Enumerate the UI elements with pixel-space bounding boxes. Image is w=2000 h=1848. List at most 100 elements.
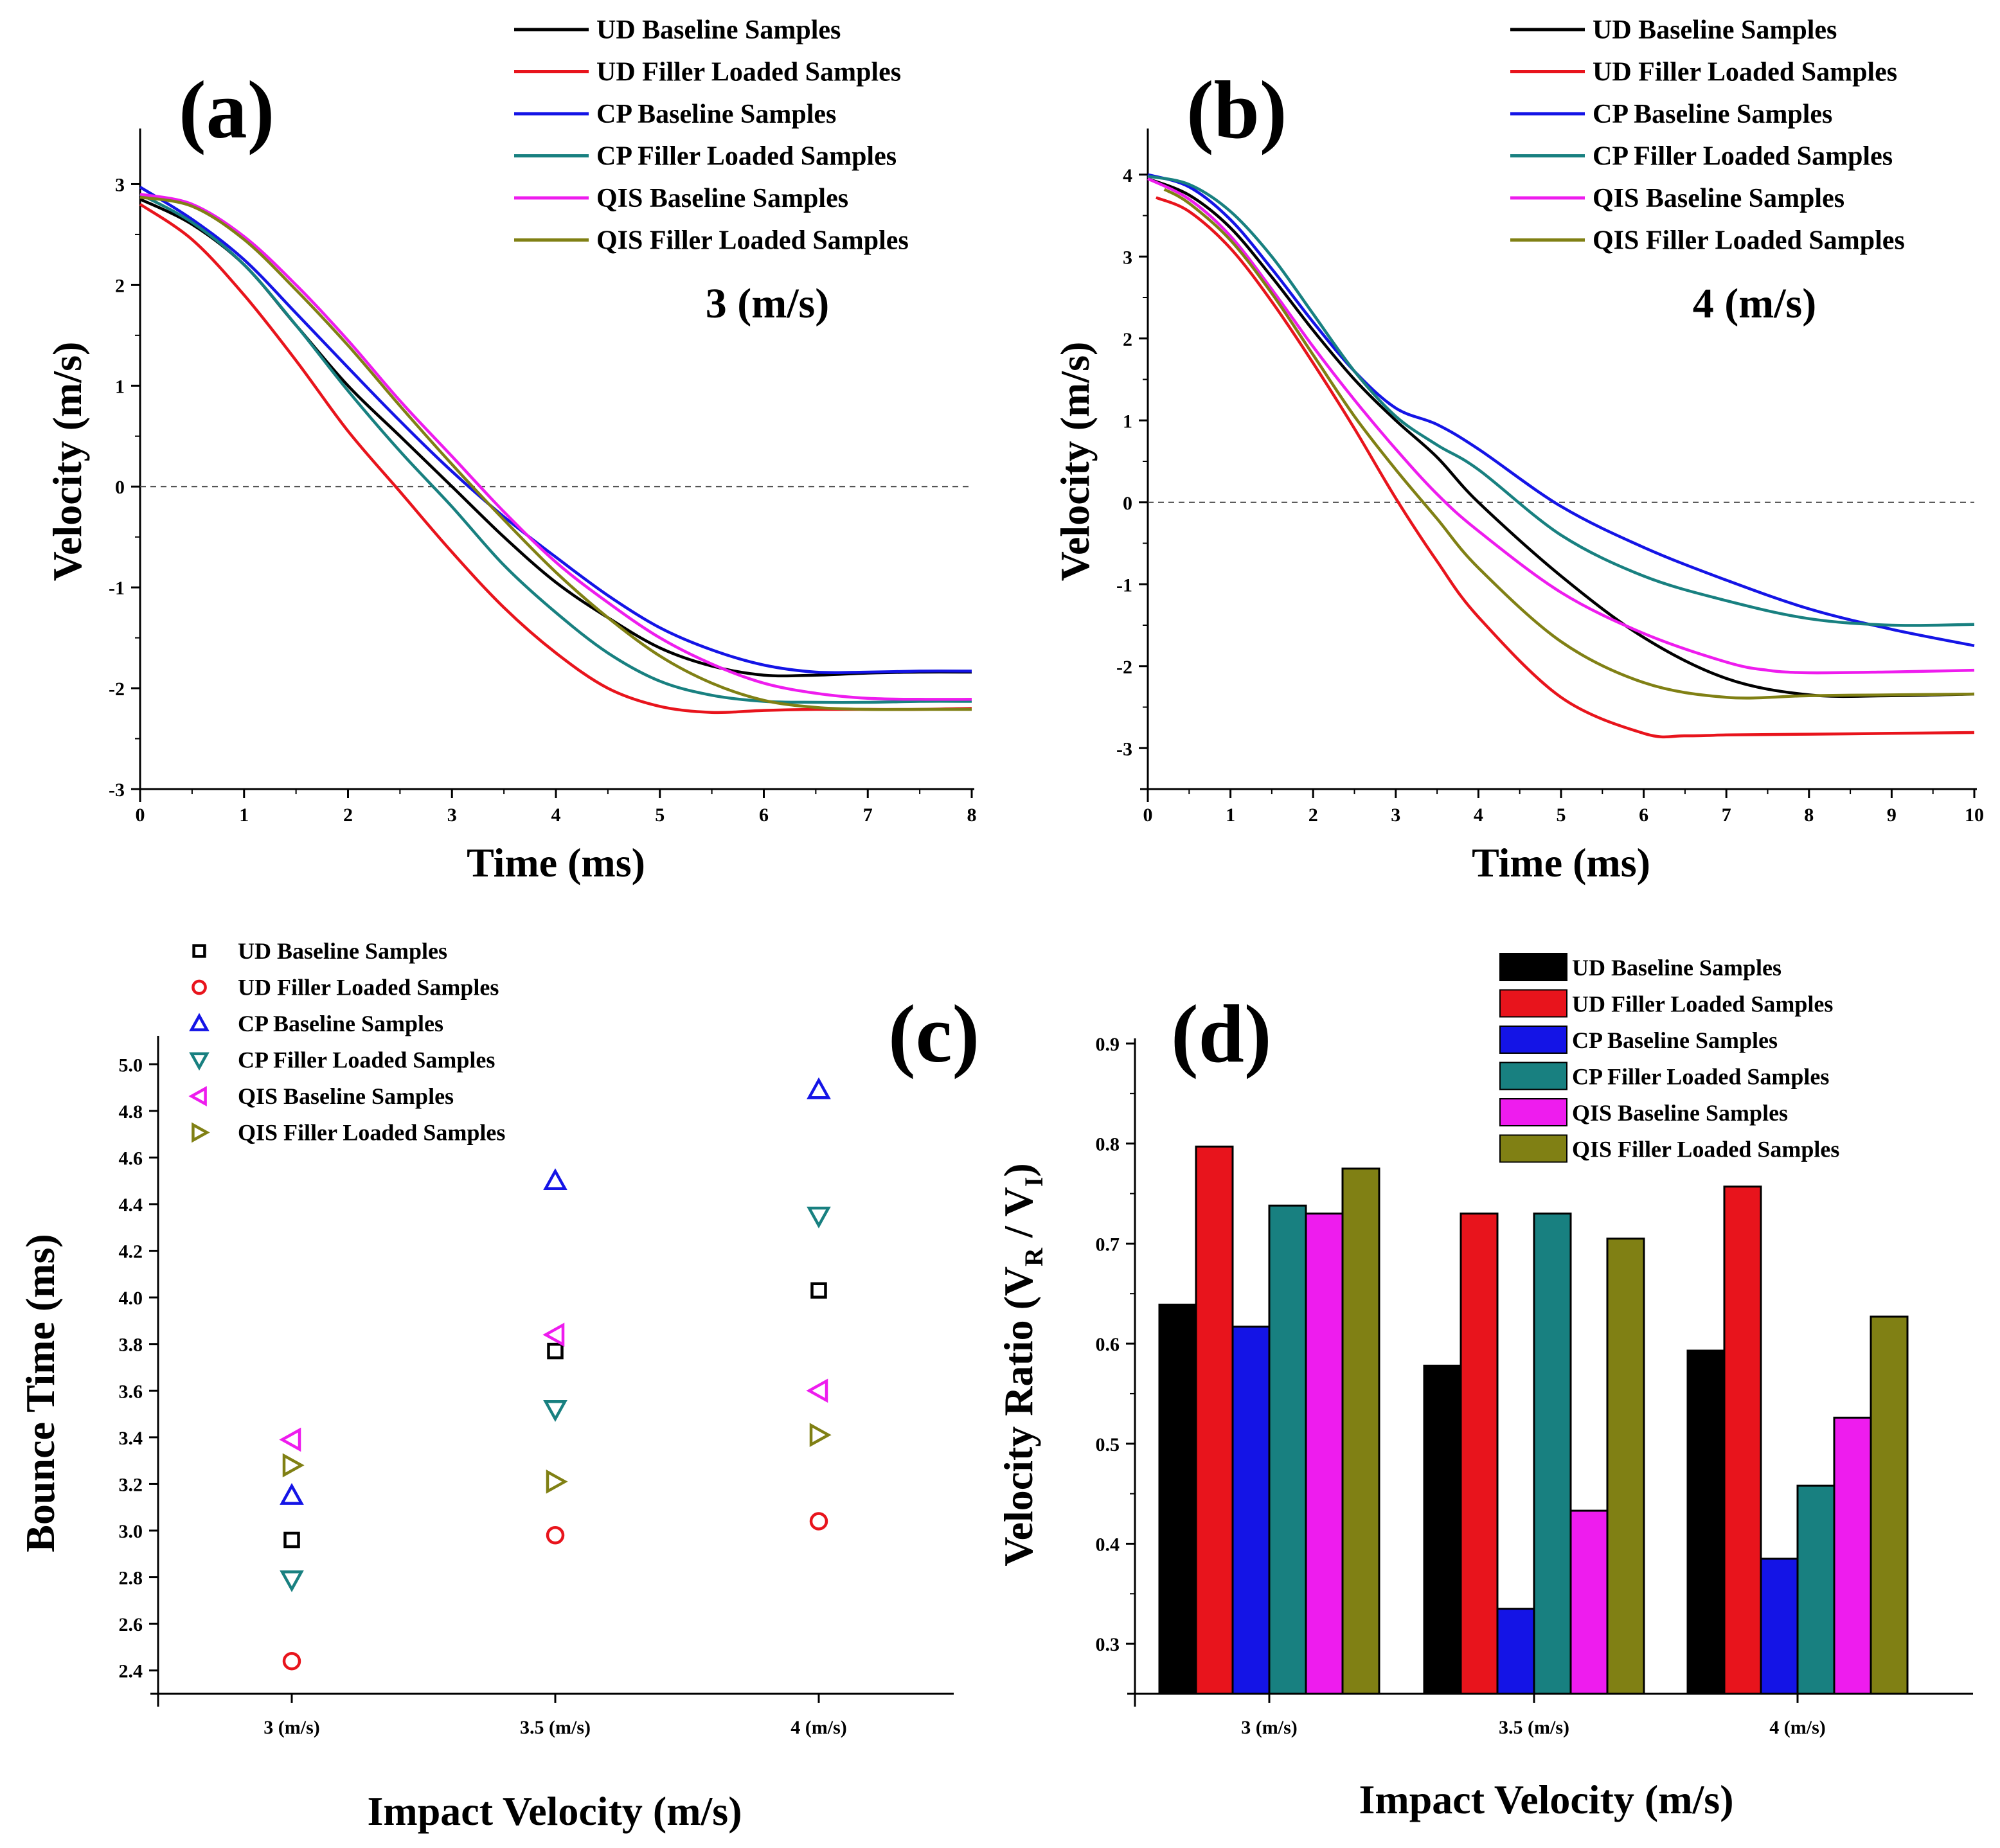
panel-b-xtick-label-7: 7 xyxy=(1722,804,1731,826)
panel-a-series-line-3 xyxy=(139,193,972,704)
panel-d-panel-label: (d) xyxy=(1171,988,1271,1079)
panel-b-ytick-label-0: -3 xyxy=(1116,738,1132,760)
panel-d-bar-0-0 xyxy=(1158,1303,1197,1695)
panel-d-ytick-label-6: 0.9 xyxy=(1096,1034,1120,1055)
panel-b-legend-label-3: CP Filler Loaded Samples xyxy=(1593,142,1893,172)
panel-c-point-5-1 xyxy=(546,1469,568,1494)
panel-b-legend-label-5: QIS Filler Loaded Samples xyxy=(1593,226,1905,256)
panel-c-legend-label-0: UD Baseline Samples xyxy=(238,938,447,964)
panel-c-ytick-label-3: 3.0 xyxy=(119,1521,143,1542)
panel-c-point-0-0 xyxy=(283,1531,300,1549)
panel-a-ytick-label-0: -3 xyxy=(109,779,125,801)
panel-d-y-title-part-2: / V xyxy=(996,1187,1041,1248)
panel-d-ytick-label-2: 0.5 xyxy=(1096,1434,1120,1455)
panel-c-point-2-0 xyxy=(280,1482,304,1505)
panel-a-ytick-label-6: 3 xyxy=(115,174,125,195)
panel-d-y-title-part-0: Velocity Ratio (V xyxy=(996,1266,1041,1567)
panel-a-series-line-2 xyxy=(139,186,972,675)
panel-d-legend-swatch-0 xyxy=(1499,953,1567,981)
panel-c-point-3-0 xyxy=(280,1570,304,1592)
panel-c-point-4-1 xyxy=(542,1322,565,1347)
panel-d-legend-label-0: UD Baseline Samples xyxy=(1572,955,1781,981)
panel-a-xtick-label-2: 2 xyxy=(343,804,353,826)
panel-b-ytick-label-5: 2 xyxy=(1123,329,1132,350)
panel-b-series-line-1 xyxy=(1156,196,1975,739)
panel-b-ytick-label-2: -1 xyxy=(1116,574,1132,596)
panel-a-ytick-label-5: 2 xyxy=(115,275,125,296)
panel-a-xtick-label-6: 6 xyxy=(759,804,769,826)
panel-d-bar-5-1 xyxy=(1606,1238,1645,1695)
panel-b-ytick-label-3: 0 xyxy=(1123,493,1132,514)
panel-a-legend-label-0: UD Baseline Samples xyxy=(596,15,841,45)
panel-c-legend-label-1: UD Filler Loaded Samples xyxy=(238,975,499,1000)
panel-c-ytick-label-8: 4.0 xyxy=(119,1288,143,1309)
panel-b-x-title: Time (ms) xyxy=(1472,840,1650,885)
panel-b-legend-label-1: UD Filler Loaded Samples xyxy=(1593,58,1897,87)
panel-c-point-2-1 xyxy=(543,1168,567,1190)
panel-b-ytick-label-4: 1 xyxy=(1123,411,1132,432)
panel-d-xtick-label-2: 4 (m/s) xyxy=(1769,1717,1825,1738)
panel-c-point-0-2 xyxy=(810,1282,827,1299)
panel-b-ytick-label-6: 3 xyxy=(1123,247,1132,268)
panel-c-ytick-label-13: 5.0 xyxy=(119,1054,143,1076)
panel-b-xtick-label-6: 6 xyxy=(1639,804,1648,826)
panel-c-legend-marker-1 xyxy=(192,979,207,995)
panel-c-ytick-label-0: 2.4 xyxy=(119,1661,143,1682)
panel-a-xtick-label-3: 3 xyxy=(447,804,457,826)
panel-b-xtick-label-1: 1 xyxy=(1226,804,1235,826)
panel-d-bar-2-1 xyxy=(1496,1608,1535,1695)
panel-c-legend-label-2: CP Baseline Samples xyxy=(238,1011,443,1036)
panel-d-bar-3-0 xyxy=(1268,1204,1307,1695)
panel-c-ytick-label-7: 3.8 xyxy=(119,1335,143,1356)
panel-d-legend-swatch-5 xyxy=(1499,1134,1567,1163)
panel-c-y-title: Bounce Time (ms) xyxy=(17,1234,63,1552)
panel-b-series-line-5 xyxy=(1163,188,1975,700)
panel-a-xtick-label-4: 4 xyxy=(551,804,561,826)
panel-a-xtick-label-1: 1 xyxy=(239,804,249,826)
panel-c-legend-marker-5 xyxy=(192,1122,210,1143)
panel-b-xtick-label-10: 10 xyxy=(1965,804,1984,826)
panel-b-speed-label: 4 (m/s) xyxy=(1693,280,1816,327)
panel-c-point-4-0 xyxy=(279,1427,301,1452)
panel-d-legend-swatch-3 xyxy=(1499,1062,1567,1090)
panel-b-ytick-label-1: -2 xyxy=(1116,657,1132,678)
panel-c-ytick-label-1: 2.6 xyxy=(119,1614,143,1635)
panel-d-bar-4-2 xyxy=(1833,1416,1872,1695)
panel-d-legend-swatch-4 xyxy=(1499,1098,1567,1126)
panel-b-series-line-0 xyxy=(1147,177,1975,698)
panel-d-xtick-label-1: 3.5 (m/s) xyxy=(1499,1717,1569,1738)
panel-a-series-line-0 xyxy=(139,197,972,678)
panel-d-y-title-part-4: ) xyxy=(996,1163,1041,1177)
panel-a-speed-label: 3 (m/s) xyxy=(706,280,829,327)
panel-a-legend-label-2: CP Baseline Samples xyxy=(596,100,836,129)
panel-c-legend-marker-2 xyxy=(189,1013,210,1031)
panel-b-xtick-label-3: 3 xyxy=(1391,804,1400,826)
panel-d-bar-3-2 xyxy=(1796,1484,1835,1695)
panel-a-velocity-3ms: -3 -2 -1 0 1 2 3 0 1 2 3 4 5 6 7 8 Time (ms) Velocity (m/… xyxy=(44,15,977,885)
panel-a-series-line-1 xyxy=(139,202,972,715)
panel-d-velocity-ratio: 0.3 0.4 0.5 0.6 0.7 0.8 0.9 3 (m/s) 3.5 (m/s) 4 (… xyxy=(996,953,1973,1822)
panel-b-series-line-3 xyxy=(1147,175,1975,627)
panel-d-y-title-part-3: I xyxy=(1019,1177,1048,1187)
panel-c-xtick-label-1: 3.5 (m/s) xyxy=(520,1717,591,1738)
panel-d-bar-0-2 xyxy=(1686,1349,1726,1695)
panel-c-point-4-2 xyxy=(806,1378,828,1403)
panel-d-legend-label-3: CP Filler Loaded Samples xyxy=(1572,1064,1829,1090)
panel-a-legend-label-3: CP Filler Loaded Samples xyxy=(596,142,897,172)
panel-b-panel-label: (b) xyxy=(1186,64,1287,155)
panel-d-xtick-label-0: 3 (m/s) xyxy=(1241,1717,1297,1738)
panel-c-legend-label-5: QIS Filler Loaded Samples xyxy=(238,1120,505,1146)
panel-b-xtick-label-4: 4 xyxy=(1474,804,1483,826)
panel-a-panel-label: (a) xyxy=(179,64,274,155)
panel-c-legend-marker-0 xyxy=(192,944,206,958)
panel-c-point-5-2 xyxy=(809,1423,832,1448)
panel-c-ytick-label-6: 3.6 xyxy=(119,1381,143,1402)
panel-d-x-title: Impact Velocity (m/s) xyxy=(1359,1777,1733,1822)
panel-d-legend-label-1: UD Filler Loaded Samples xyxy=(1572,991,1833,1017)
panel-a-legend-label-5: QIS Filler Loaded Samples xyxy=(596,226,909,256)
panel-d-ytick-label-1: 0.4 xyxy=(1096,1534,1120,1555)
panel-a-ytick-label-4: 1 xyxy=(115,376,125,397)
panel-b-legend-label-2: CP Baseline Samples xyxy=(1593,100,1832,129)
panel-c-ytick-label-9: 4.2 xyxy=(119,1241,143,1263)
panel-d-bar-1-2 xyxy=(1723,1186,1762,1695)
